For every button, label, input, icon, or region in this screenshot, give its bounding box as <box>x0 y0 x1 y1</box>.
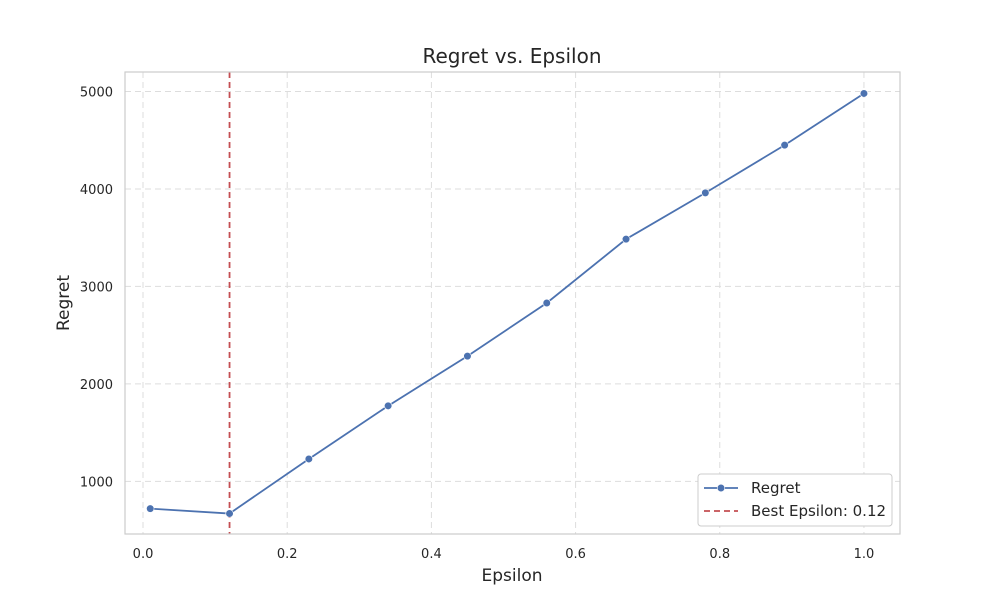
legend-box <box>697 473 893 527</box>
data-point <box>384 401 393 410</box>
series-group <box>146 89 869 518</box>
data-point <box>859 89 869 98</box>
y-axis-label: Regret <box>54 275 74 331</box>
legend: Regret Best Epsilon: 0.12 <box>697 473 893 527</box>
data-point <box>621 235 631 244</box>
x-tick-label: 0.6 <box>565 547 586 562</box>
data-point <box>542 298 551 308</box>
plot-frame <box>124 71 901 535</box>
grid <box>125 72 900 534</box>
x-tick-label: 0.4 <box>421 547 442 562</box>
series-line-regret <box>150 92 865 515</box>
y-tick-label: 5000 <box>80 85 113 100</box>
legend-regret-marker <box>716 483 726 493</box>
x-axis-ticks: 0.0 0.2 0.4 0.6 0.8 1.0 <box>133 547 875 562</box>
data-point <box>780 141 789 150</box>
x-tick-label: 0.2 <box>277 547 298 562</box>
data-point <box>463 352 472 361</box>
data-point <box>701 188 710 197</box>
legend-best-epsilon-label: Best Epsilon: 0.12 <box>751 502 886 520</box>
x-axis-label: Epsilon <box>481 566 542 586</box>
data-point <box>225 509 234 518</box>
y-tick-label: 1000 <box>80 475 113 490</box>
y-axis-ticks: 1000 2000 3000 4000 5000 <box>80 85 113 490</box>
y-tick-label: 3000 <box>80 280 113 295</box>
y-tick-label: 2000 <box>80 378 113 393</box>
x-tick-label: 0.8 <box>709 547 730 562</box>
x-tick-label: 1.0 <box>854 547 875 562</box>
chart-title: Regret vs. Epsilon <box>422 44 601 68</box>
legend-regret-label: Regret <box>751 479 801 497</box>
data-point <box>146 504 155 513</box>
x-tick-label: 0.0 <box>133 547 154 562</box>
data-point <box>304 454 313 464</box>
y-tick-label: 4000 <box>80 183 113 198</box>
